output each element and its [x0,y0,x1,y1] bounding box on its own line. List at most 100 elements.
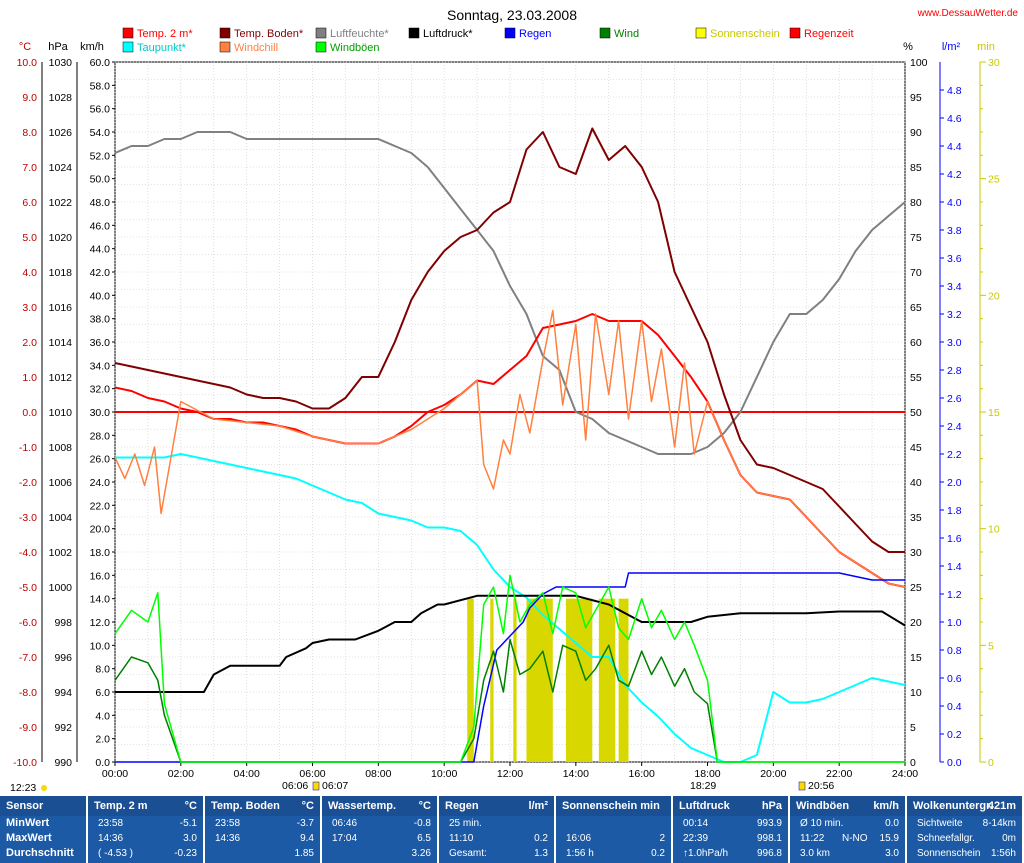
panel-cell-value: 3.26 [411,848,431,859]
x-tick-label: 12:00 [497,768,523,780]
tick-rain: 1.6 [947,533,962,545]
panel-cell-value: 1.3 [534,848,548,859]
x-tick-label: 10:00 [431,768,457,780]
panel-cell-value: 0.2 [651,848,665,859]
tick-pressure: 990 [54,757,72,769]
panel-row: 17:04 6.5 [322,831,437,846]
panel-row: 23:58 -3.7 [205,816,320,831]
panel-row: Gesamt: 1.3 [439,846,554,861]
panel-cell-label: 11:10 [449,833,474,844]
panel-row: 14:36 3.0 [88,831,203,846]
legend-label: Wind [614,28,639,40]
tick-rain: 2.4 [947,421,962,433]
tick-rain: 4.4 [947,141,962,153]
tick-pressure: 1026 [49,127,73,139]
panel-cell-label: 23:58 [215,818,241,829]
tick-temp: 2.0 [22,337,37,349]
panel-col: Sonnenschein min 16:06 2 1:56 h 0.2 [556,796,673,863]
tick-humidity: 0 [910,757,916,769]
tick-temp: -7.0 [19,652,37,664]
panel-col-title: Windböen [796,800,850,812]
tick-wind: 44.0 [90,244,111,256]
tick-pressure: 1030 [49,57,73,69]
tick-temp: 0.0 [22,407,37,419]
panel-cell-value: 3.0 [183,833,197,844]
sunshine-bar [490,598,494,762]
tick-wind: 12.0 [90,617,111,629]
tick-wind: 52.0 [90,150,111,162]
sunshine-bar [598,598,616,762]
panel-row: 23:58 -5.1 [88,816,203,831]
tick-rain: 2.0 [947,477,962,489]
panel-cell-value: 0.0 [885,818,899,829]
panel-row: MinWert [0,816,86,831]
legend-swatch [122,41,134,53]
tick-sun: 5 [988,640,994,652]
tick-wind: 54.0 [90,127,111,139]
weather-chart: Sonntag, 23.03.2008 www.DessauWetter.de Te… [10,7,1018,794]
panel-col-unit: l/m² [528,800,548,812]
series-line-luftdruck- [115,594,906,693]
panel-col-header: Temp. 2 m °C [88,796,203,816]
x-tick-label: 20:00 [760,768,786,780]
panel-col-unit: 421m [987,800,1016,812]
panel-row: Ø 10 min. 0.0 [790,816,905,831]
unit-humidity: % [903,41,913,53]
x-tick-label: 18:00 [694,768,720,780]
tick-wind: 58.0 [90,80,111,92]
tick-temp: -1.0 [19,442,37,454]
panel-col-header: Sonnenschein min [556,796,671,816]
sunshine-bar [467,598,474,762]
tick-rain: 1.0 [947,617,962,629]
tick-humidity: 25 [910,582,922,594]
legend-swatch [789,27,801,39]
tick-humidity: 95 [910,92,922,104]
tick-rain: 1.2 [947,589,962,601]
tick-temp: 7.0 [22,162,37,174]
panel-cell-label: 23:58 [98,818,124,829]
panel-row: 3.0 km 3.0 [790,846,905,861]
tick-wind: 30.0 [90,407,111,419]
tick-pressure: 996 [54,652,72,664]
tick-rain: 1.4 [947,561,962,573]
legend-swatch [122,27,134,39]
panel-row: 00:14 993.9 [673,816,788,831]
tick-humidity: 80 [910,197,922,209]
tick-humidity: 5 [910,722,916,734]
tick-pressure: 1000 [49,582,73,594]
tick-humidity: 60 [910,337,922,349]
panel-col-title: Sensor [6,800,44,812]
legend-swatch [504,27,516,39]
sunrise-marker-icon [312,781,320,791]
tick-wind: 38.0 [90,314,111,326]
tick-humidity: 15 [910,652,922,664]
series-line-windb-en [114,574,905,763]
tick-temp: 10.0 [17,57,38,69]
tick-pressure: 1028 [49,92,73,104]
legend-label: Regenzeit [804,28,854,40]
stats-panel: Sensor MinWert MaxWert Durchschnitt Temp. 2 … [0,796,1024,863]
tick-rain: 4.2 [947,169,962,181]
legend-swatch [599,27,611,39]
panel-cell-value: 15.9 [879,833,899,844]
panel-cell-label: 14:36 [215,833,241,844]
tick-wind: 26.0 [90,454,111,466]
x-tick-label: 22:00 [826,768,852,780]
tick-rain: 4.0 [947,197,962,209]
panel-row: ↑1.0hPa/h 996.8 [673,846,788,861]
panel-cell-label: Durchschnitt [6,847,74,859]
marker-label: 18:29 [690,780,716,792]
panel-row: 16:06 2 [556,831,671,846]
panel-cell-label: 17:04 [332,833,358,844]
panel-cell-label: Schneefallgr. [917,833,975,844]
panel-cell-label: Gesamt: [449,848,487,859]
tick-wind: 0.0 [95,757,110,769]
legend-label: Temp. 2 m* [137,28,193,40]
panel-row: Schneefallgr. 0m [907,831,1022,846]
panel-col-header: Wassertemp. °C [322,796,437,816]
legend-swatch [408,27,420,39]
tick-temp: 6.0 [22,197,37,209]
legend-label: Temp. Boden* [234,28,304,40]
tick-temp: 5.0 [22,232,37,244]
tick-sun: 25 [988,174,1000,186]
